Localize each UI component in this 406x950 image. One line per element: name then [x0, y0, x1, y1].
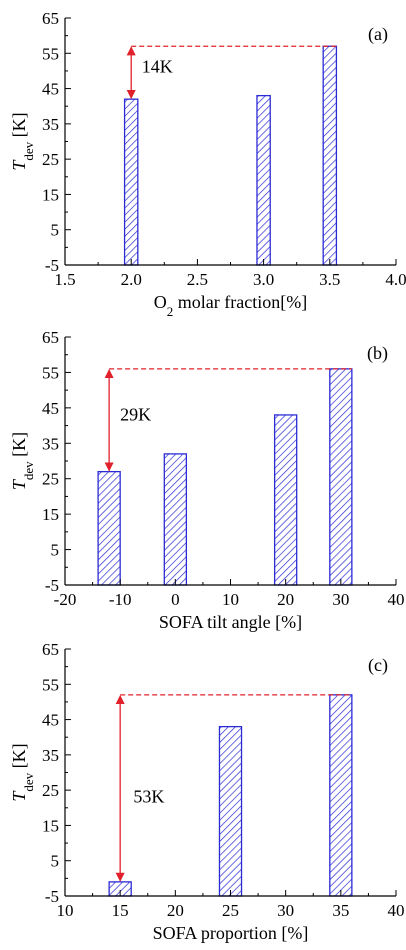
- y-tick-label: 15: [42, 185, 59, 204]
- bar: [123, 98, 139, 266]
- y-tick-label: 5: [51, 221, 60, 240]
- bar: [163, 453, 188, 586]
- y-axis-label: Tdev [K]: [9, 112, 36, 170]
- x-tick-label: 2.5: [187, 270, 208, 289]
- x-tick-label: 20: [277, 590, 294, 609]
- bar: [218, 725, 243, 897]
- y-tick-label: 35: [42, 746, 59, 765]
- panel-label: (a): [368, 24, 388, 45]
- x-tick-label: 4.0: [385, 270, 406, 289]
- difference-annotation: 14K: [142, 57, 173, 77]
- x-tick-label: -10: [109, 590, 132, 609]
- difference-annotation: 53K: [133, 786, 164, 806]
- y-tick-label: 15: [42, 816, 59, 835]
- y-tick-label: 65: [42, 9, 59, 28]
- y-axis-label: Tdev [K]: [9, 743, 36, 801]
- x-tick-label: 15: [112, 901, 129, 920]
- y-tick-label: -5: [45, 887, 59, 906]
- y-tick-label: 25: [42, 470, 59, 489]
- chart-panel-2: -5 5 15 25 35 45 55 65 -20 -10 0 10 20 30 40 SOFA tilt …: [9, 328, 405, 632]
- bar: [329, 368, 353, 586]
- y-tick-label: 5: [51, 852, 60, 871]
- x-tick-label: -20: [54, 590, 77, 609]
- y-tick-label: 45: [42, 399, 59, 418]
- x-tick-label: 35: [332, 901, 349, 920]
- y-tick-label: 55: [42, 363, 59, 382]
- x-tick-label: 0: [171, 590, 180, 609]
- y-tick-label: 45: [42, 711, 59, 730]
- bar: [329, 694, 353, 897]
- y-tick-label: 15: [42, 505, 59, 524]
- x-tick-label: 30: [277, 901, 294, 920]
- y-tick-label: 55: [42, 675, 59, 694]
- bar: [273, 414, 298, 586]
- x-tick-label: 40: [388, 590, 405, 609]
- panel-label: (c): [368, 655, 388, 676]
- x-tick-label: 2.0: [121, 270, 142, 289]
- x-axis-label: SOFA proportion [%]: [153, 923, 309, 943]
- y-tick-label: 25: [42, 150, 59, 169]
- x-tick-label: 20: [167, 901, 184, 920]
- y-tick-label: 55: [42, 44, 59, 63]
- x-axis-label: SOFA tilt angle [%]: [159, 612, 302, 632]
- x-tick-label: 10: [222, 590, 239, 609]
- x-tick-label: 40: [388, 901, 405, 920]
- x-tick-label: 30: [332, 590, 349, 609]
- y-tick-label: -5: [45, 576, 59, 595]
- x-tick-label: 25: [222, 901, 239, 920]
- y-tick-label: -5: [45, 256, 59, 275]
- panel-label: (b): [367, 343, 388, 364]
- x-tick-label: 10: [57, 901, 74, 920]
- y-tick-label: 45: [42, 80, 59, 99]
- x-tick-label: 3.0: [253, 270, 274, 289]
- difference-annotation: 29K: [120, 404, 151, 424]
- bar: [322, 45, 338, 266]
- y-tick-label: 25: [42, 781, 59, 800]
- chart-panel-3: -5 5 15 25 35 45 55 65 10 15 20 25 30 35 40 SOFA propor…: [9, 640, 405, 943]
- y-tick-label: 35: [42, 115, 59, 134]
- y-tick-label: 35: [42, 434, 59, 453]
- x-tick-label: 1.5: [54, 270, 75, 289]
- bar: [97, 470, 121, 586]
- y-tick-label: 65: [42, 328, 59, 347]
- y-tick-label: 5: [51, 541, 60, 560]
- y-axis-label: Tdev [K]: [9, 432, 36, 490]
- bar: [256, 94, 271, 266]
- chart-panel-1: -5 5 15 25 35 45 55 65 1.5 2.0 2.5 3.0 3.5 4.0 O2 mola…: [9, 9, 406, 319]
- x-tick-label: 3.5: [319, 270, 340, 289]
- y-tick-label: 65: [42, 640, 59, 659]
- x-axis-label: O2 molar fraction[%]: [154, 292, 307, 319]
